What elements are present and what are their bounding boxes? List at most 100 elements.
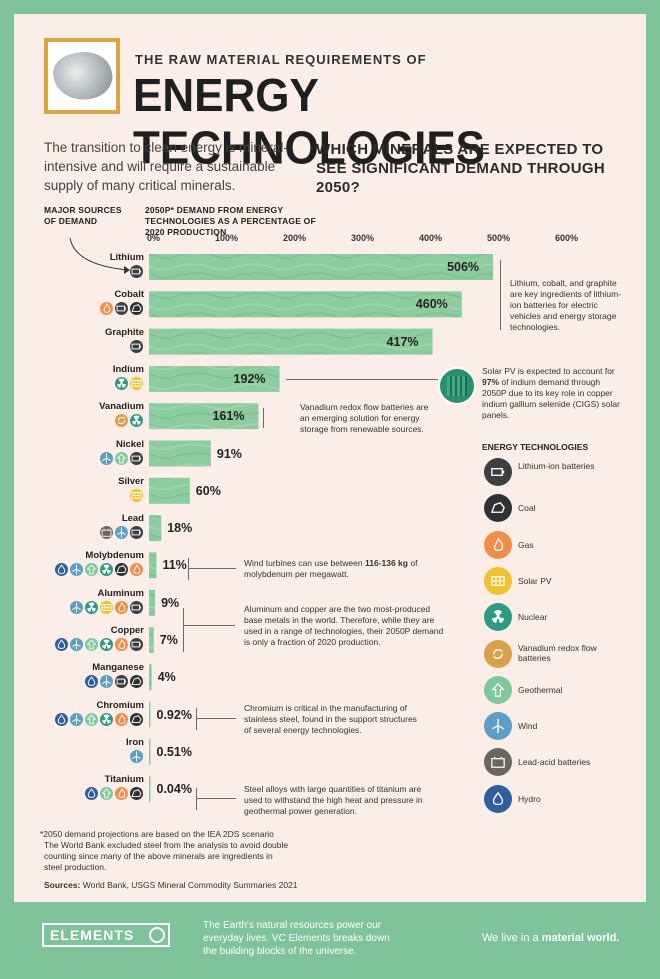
mineral-name-titanium: Titanium <box>104 774 144 786</box>
liion-icon <box>130 265 143 278</box>
mineral-name-graphite: Graphite <box>104 326 144 338</box>
geothermal-icon <box>85 712 98 726</box>
value-label-graphite: 417% <box>386 334 419 349</box>
value-label-iron: 0.51% <box>156 744 192 759</box>
chromium-callout-line <box>196 708 197 730</box>
leadacid-icon <box>100 526 113 540</box>
wind-icon <box>100 451 113 465</box>
legend-label: Wind <box>518 721 538 732</box>
solar-panel-circle <box>438 367 476 405</box>
mineral-name-cobalt: Cobalt <box>114 289 144 301</box>
gas-icon <box>115 638 128 651</box>
solar-icon <box>100 600 113 614</box>
liion-icon <box>484 458 512 486</box>
legend-item-wind: Wind <box>484 712 634 742</box>
hydro-icon <box>55 712 68 726</box>
legend-item-solar: Solar PV <box>484 566 634 597</box>
value-label-cobalt: 460% <box>415 297 448 312</box>
chart-question: WHICH MINERALS ARE EXPECTED TO SEE SIGNI… <box>316 141 606 196</box>
gas-icon <box>484 530 512 559</box>
liion-icon <box>115 302 128 316</box>
coal-icon <box>484 494 512 523</box>
liion-icon <box>130 526 143 540</box>
value-label-copper: 7% <box>159 633 178 647</box>
indium-callout-line <box>286 379 438 380</box>
value-label-titanium: 0.04% <box>156 782 192 797</box>
legend-item-leadacid: Lead-acid batteries <box>484 748 634 778</box>
coal-icon <box>130 302 143 316</box>
vanadium-icon <box>484 639 512 668</box>
mineral-name-nickel: Nickel <box>116 438 144 450</box>
chromium-note: Chromium is critical in the manufacturin… <box>244 703 417 735</box>
wind-icon <box>100 675 113 689</box>
axis-tick-label: 400% <box>419 233 443 243</box>
nuclear-icon <box>100 563 113 577</box>
lithium-note: Lithium, cobalt, and graphite are key in… <box>510 278 622 332</box>
geothermal-icon <box>100 787 113 801</box>
legend-label: Coal <box>518 503 536 514</box>
wind-icon <box>70 600 83 614</box>
axis-tick-label: 200% <box>283 233 307 243</box>
value-label-vanadium: 161% <box>212 409 245 424</box>
legend-item-coal: Coal <box>484 494 634 524</box>
legend-label: Lithium-ion batteries <box>518 461 595 471</box>
indium-note: Solar PV is expected to account for 97% … <box>482 366 620 420</box>
hydro-icon <box>85 675 98 689</box>
legend-title: ENERGY TECHNOLOGIES <box>482 442 589 452</box>
value-label-manganese: 4% <box>157 670 176 685</box>
nuclear-icon <box>115 376 128 390</box>
legend-label: Geothermal <box>518 684 563 695</box>
liion-icon <box>130 600 143 614</box>
geothermal-icon <box>115 451 128 465</box>
title-kicker: THE RAW MATERIAL REQUIREMENTS OF <box>135 52 427 67</box>
axis-tick-label: 100% <box>215 233 239 243</box>
legend-label: Gas <box>518 539 534 550</box>
sources-line: Sources: World Bank, USGS Mineral Commod… <box>44 880 298 890</box>
chromium-callout-tick <box>196 718 236 719</box>
value-label-silver: 60% <box>195 483 221 498</box>
nuclear-icon <box>130 414 143 428</box>
geothermal-icon <box>484 675 512 704</box>
mineral-name-lithium: Lithium <box>109 252 144 263</box>
value-label-nickel: 91% <box>216 446 242 461</box>
wind-icon <box>70 712 83 726</box>
hydro-icon <box>85 787 98 801</box>
footnote-scenario: *2050 demand projections are based on th… <box>40 829 274 839</box>
gas-icon <box>130 563 143 577</box>
vanadium-icon <box>115 414 128 428</box>
axis-tick-label: 300% <box>351 233 375 243</box>
mineral-name-chromium: Chromium <box>96 699 145 711</box>
vanadium-callout-line <box>263 408 264 428</box>
hydro-icon <box>55 638 68 651</box>
gas-icon <box>100 302 113 316</box>
axis-tick-label: 500% <box>487 233 511 243</box>
gas-icon <box>115 787 128 801</box>
solar-icon <box>130 376 143 390</box>
liion-icon <box>130 451 143 465</box>
value-label-lead: 18% <box>167 521 193 536</box>
molybdenum-callout-tick <box>188 568 236 569</box>
footer-slogan: We live in a material world. <box>482 932 620 944</box>
mineral-rock-image <box>44 38 120 114</box>
coal-icon <box>130 712 143 726</box>
wind-icon <box>484 712 512 741</box>
leadacid-icon <box>484 748 512 777</box>
liion-icon <box>115 675 128 689</box>
liion-icon <box>130 638 143 651</box>
aluminum-copper-note: Aluminum and copper are the two most-pro… <box>244 604 444 647</box>
value-label-indium: 192% <box>233 371 266 386</box>
hydro-icon <box>484 784 512 813</box>
mineral-name-copper: Copper <box>110 625 144 636</box>
mineral-name-indium: Indium <box>112 363 144 375</box>
wind-icon <box>115 526 128 540</box>
legend-label: Lead-acid batteries <box>518 757 591 768</box>
legend-item-nuclear: Nuclear <box>484 603 634 633</box>
vanadium-note: Vanadium redox flow batteries are an eme… <box>300 402 429 434</box>
axis-tick-label: 600% <box>555 233 579 243</box>
legend-item-geothermal: Geothermal <box>484 675 634 706</box>
coal-icon <box>130 675 143 689</box>
legend-label: Nuclear <box>518 612 548 623</box>
legend-label: Hydro <box>518 793 541 804</box>
legend-label: Solar PV <box>518 575 552 586</box>
elements-logo[interactable]: ELEMENTS <box>42 923 170 947</box>
